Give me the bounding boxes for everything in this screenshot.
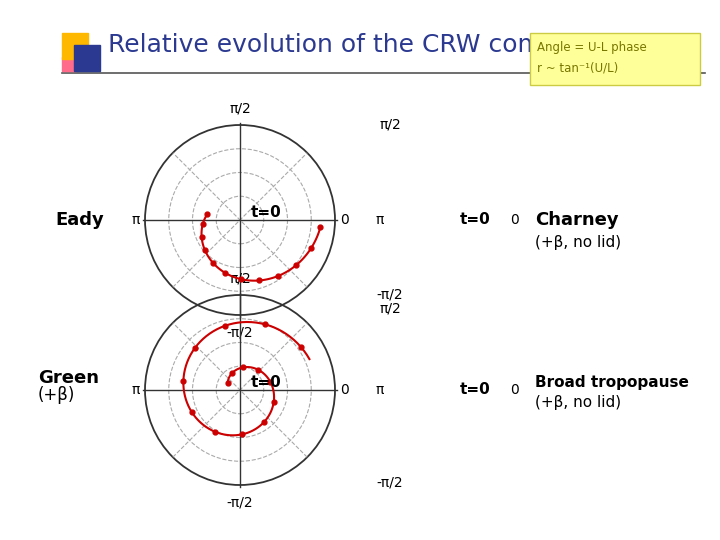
Text: π/2: π/2	[379, 301, 401, 315]
Text: Relative evolution of the CRW components: Relative evolution of the CRW components	[108, 33, 643, 57]
Text: (+β): (+β)	[38, 386, 76, 404]
Text: 0: 0	[510, 213, 518, 227]
Text: (+β, no lid): (+β, no lid)	[535, 395, 621, 409]
Text: π: π	[376, 383, 384, 397]
Text: 0: 0	[340, 213, 348, 227]
FancyBboxPatch shape	[530, 33, 700, 85]
Text: (+β, no lid): (+β, no lid)	[535, 234, 621, 249]
Text: t=0: t=0	[460, 213, 491, 227]
Text: Broad tropopause: Broad tropopause	[535, 375, 689, 390]
Text: -π/2: -π/2	[377, 475, 403, 489]
Text: π: π	[376, 213, 384, 227]
Text: Eady: Eady	[55, 211, 104, 229]
Text: t=0: t=0	[251, 205, 282, 220]
Text: t=0: t=0	[251, 375, 282, 390]
Text: -π/2: -π/2	[377, 287, 403, 301]
Text: 0: 0	[510, 383, 518, 397]
Text: t=0: t=0	[460, 382, 491, 397]
Text: Charney: Charney	[535, 211, 618, 229]
Text: π/2: π/2	[379, 118, 401, 132]
Bar	[62, 57, 76, 71]
Text: r ~ tan⁻¹(U/L): r ~ tan⁻¹(U/L)	[537, 62, 618, 75]
Text: π: π	[132, 383, 140, 397]
Text: π/2: π/2	[229, 101, 251, 115]
Bar	[74, 45, 100, 71]
Bar	[62, 33, 88, 59]
Text: π: π	[132, 213, 140, 227]
Text: Green: Green	[38, 369, 99, 387]
Text: π/2: π/2	[229, 271, 251, 285]
Text: -π/2: -π/2	[227, 495, 253, 509]
Text: -π/2: -π/2	[227, 325, 253, 339]
Text: 0: 0	[340, 383, 348, 397]
Text: Angle = U-L phase: Angle = U-L phase	[537, 42, 647, 55]
